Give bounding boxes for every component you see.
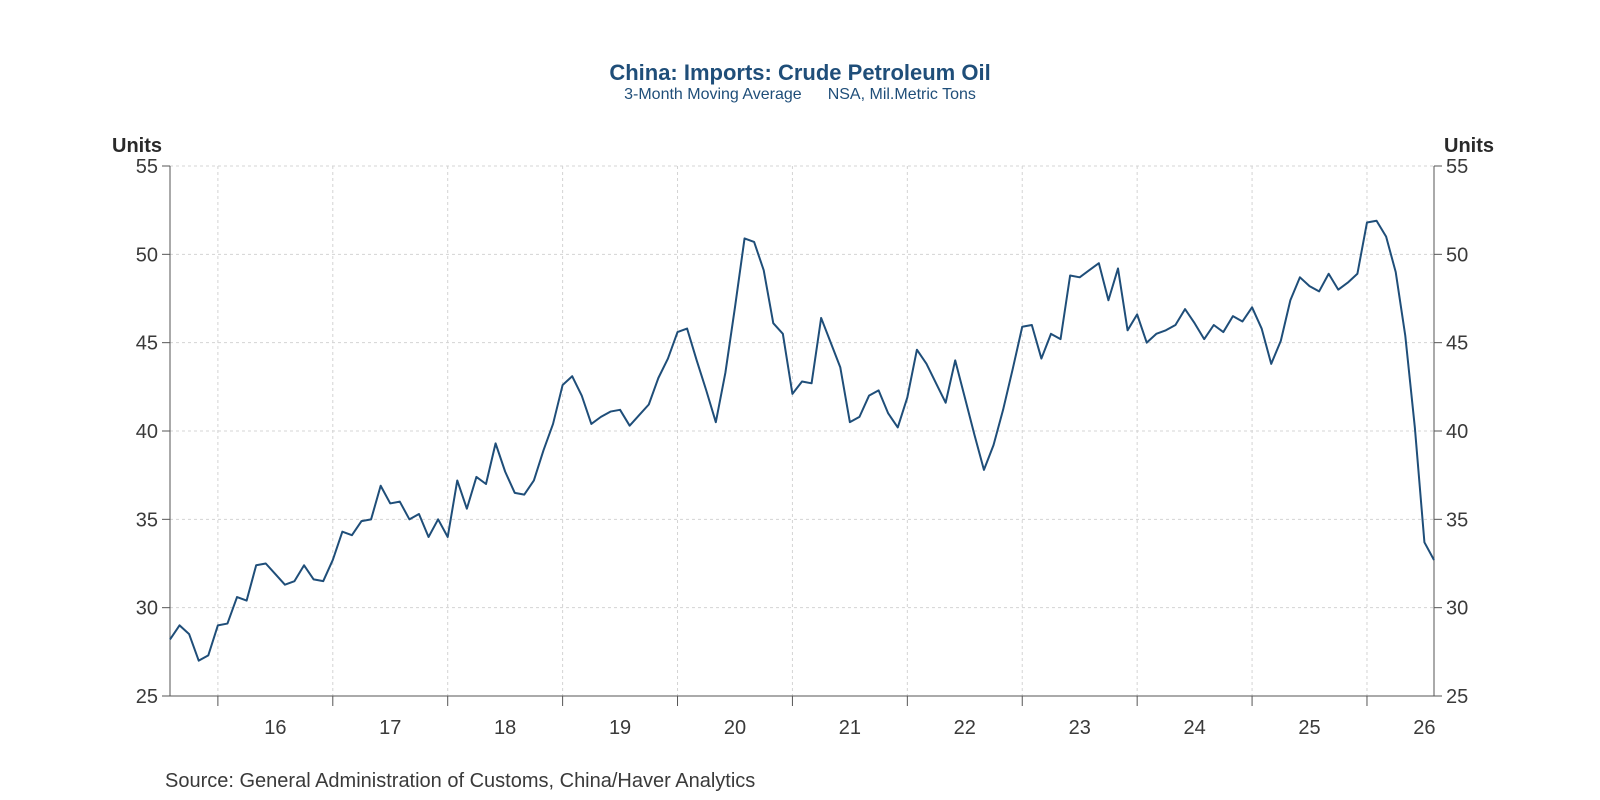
x-tick-label: 21 [839,717,861,739]
x-tick-label: 25 [1298,717,1320,739]
x-tick-label: 26 [1413,717,1435,739]
x-tick-label: 20 [724,717,746,739]
x-tick-label: 22 [954,717,976,739]
chart-title: China: Imports: Crude Petroleum Oil [609,60,991,85]
y-tick-label-left: 55 [136,156,158,178]
y-tick-label-right: 35 [1446,509,1468,531]
y-tick-label-left: 25 [136,686,158,708]
series-line-crude-imports [169,219,1435,662]
y-tick-label-right: 30 [1446,598,1468,620]
x-tick-label: 18 [494,717,516,739]
y-tick-label-left: 40 [136,421,158,443]
x-tick-label: 24 [1183,717,1205,739]
y-tick-label-right: 25 [1446,686,1468,708]
x-tick-label: 16 [264,717,286,739]
y-tick-label-left: 35 [136,509,158,531]
y-tick-label-left: 50 [136,244,158,266]
subtitle-units: NSA, Mil.Metric Tons [827,86,976,103]
y-tick-label-right: 40 [1446,421,1468,443]
x-tick-label: 23 [1069,717,1091,739]
source-note: Source: General Administration of Custom… [165,770,756,792]
y-tick-label-right: 50 [1446,244,1468,266]
right-axis-unit-label: Units [1444,135,1494,157]
x-tick-label: 17 [379,717,401,739]
y-tick-label-right: 55 [1446,156,1468,178]
chart-subtitle: 3-Month Moving Average NSA, Mil.Metric To… [0,86,1600,104]
subtitle-moving-average: 3-Month Moving Average [624,86,802,103]
y-tick-label-right: 45 [1446,333,1468,355]
left-axis-unit-label: Units [112,135,162,157]
y-tick-label-left: 30 [136,598,158,620]
x-tick-label: 19 [609,717,631,739]
y-tick-label-left: 45 [136,333,158,355]
